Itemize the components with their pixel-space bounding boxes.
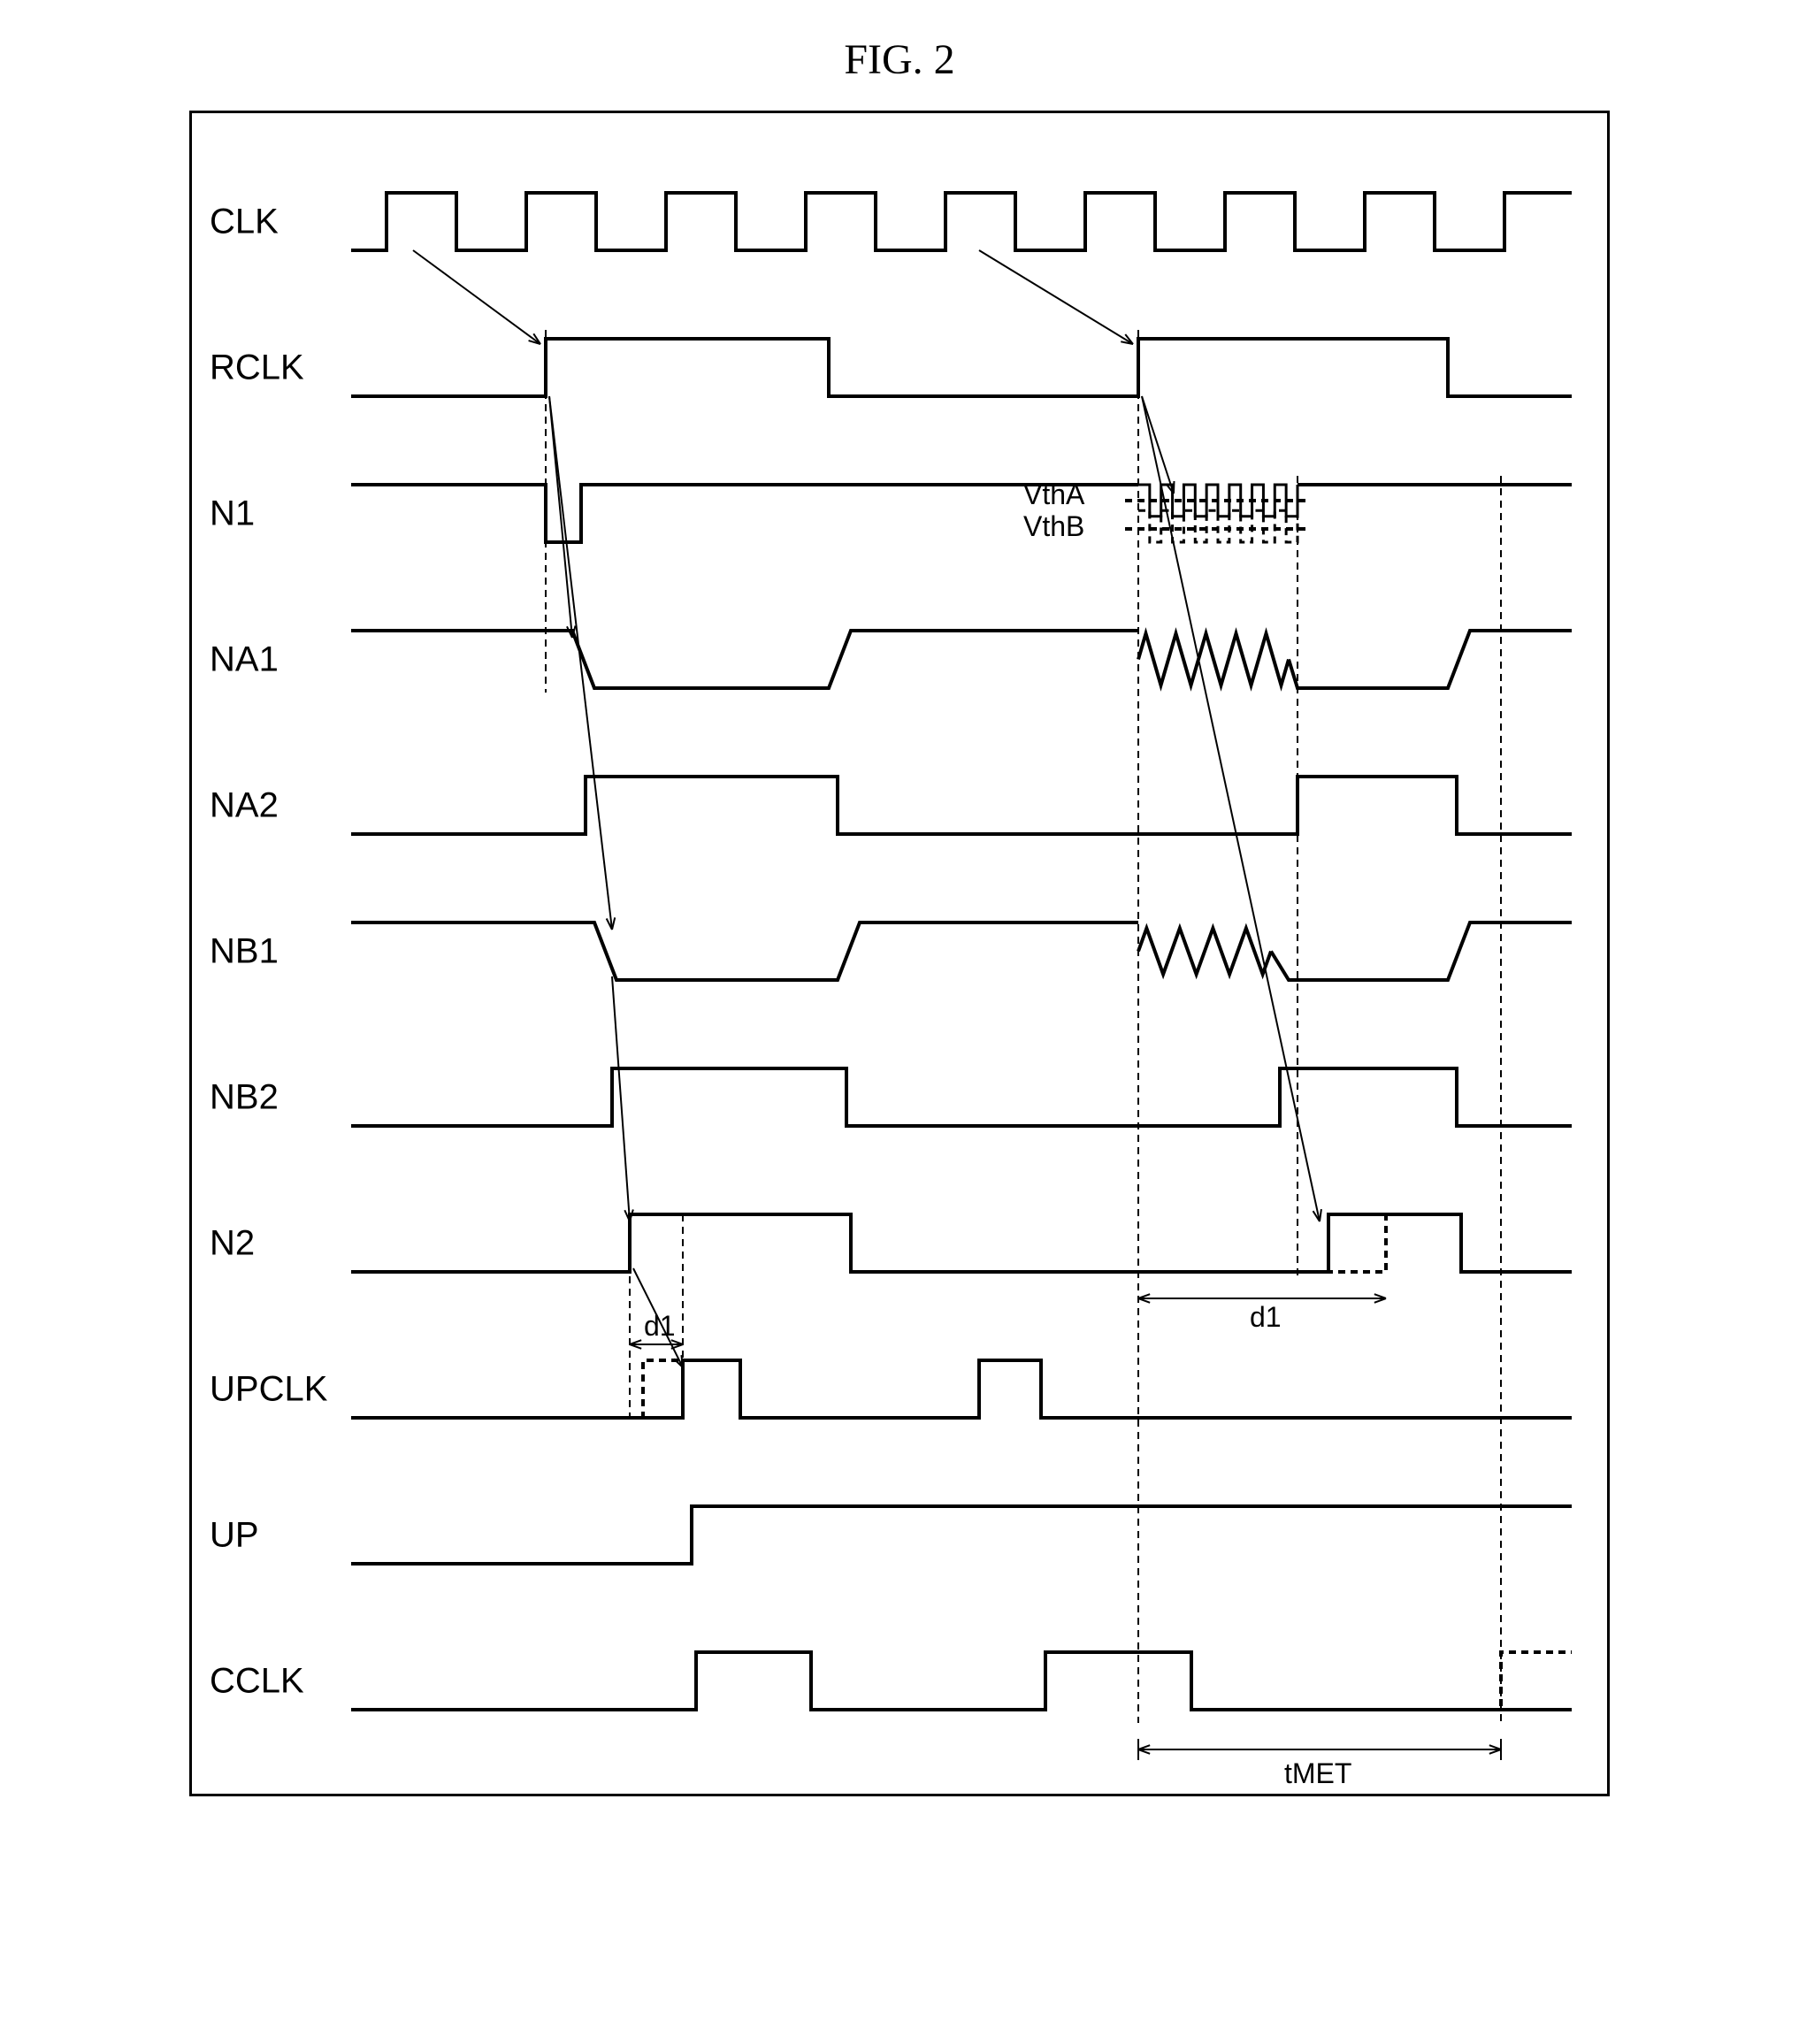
svg-text:d1: d1 [644, 1310, 676, 1342]
signal-label-up: UP [210, 1516, 259, 1555]
signal-label-na2: NA2 [210, 786, 279, 825]
signal-label-rclk: RCLK [210, 348, 304, 387]
svg-text:VthA: VthA [1023, 478, 1085, 510]
timing-diagram-container: CLK RCLK N1 NA1 NA2 NB1 NB2 N2 UPCLK UP CCLK VthAVt… [189, 111, 1610, 1796]
signal-label-upclk: UPCLK [210, 1370, 328, 1409]
signal-label-na1: NA1 [210, 640, 279, 679]
svg-text:tMET: tMET [1284, 1757, 1351, 1789]
figure-title: FIG. 2 [35, 35, 1764, 84]
signal-label-nb2: NB2 [210, 1078, 279, 1117]
signal-label-n1: N1 [210, 494, 255, 533]
svg-text:VthB: VthB [1023, 510, 1084, 542]
signal-label-cclk: CCLK [210, 1662, 304, 1701]
svg-text:d1: d1 [1250, 1301, 1282, 1333]
signal-label-clk: CLK [210, 203, 279, 241]
signal-label-n2: N2 [210, 1224, 255, 1263]
signal-label-nb1: NB1 [210, 932, 279, 971]
timing-diagram-svg: CLK RCLK N1 NA1 NA2 NB1 NB2 N2 UPCLK UP CCLK VthAVt… [192, 113, 1607, 1794]
